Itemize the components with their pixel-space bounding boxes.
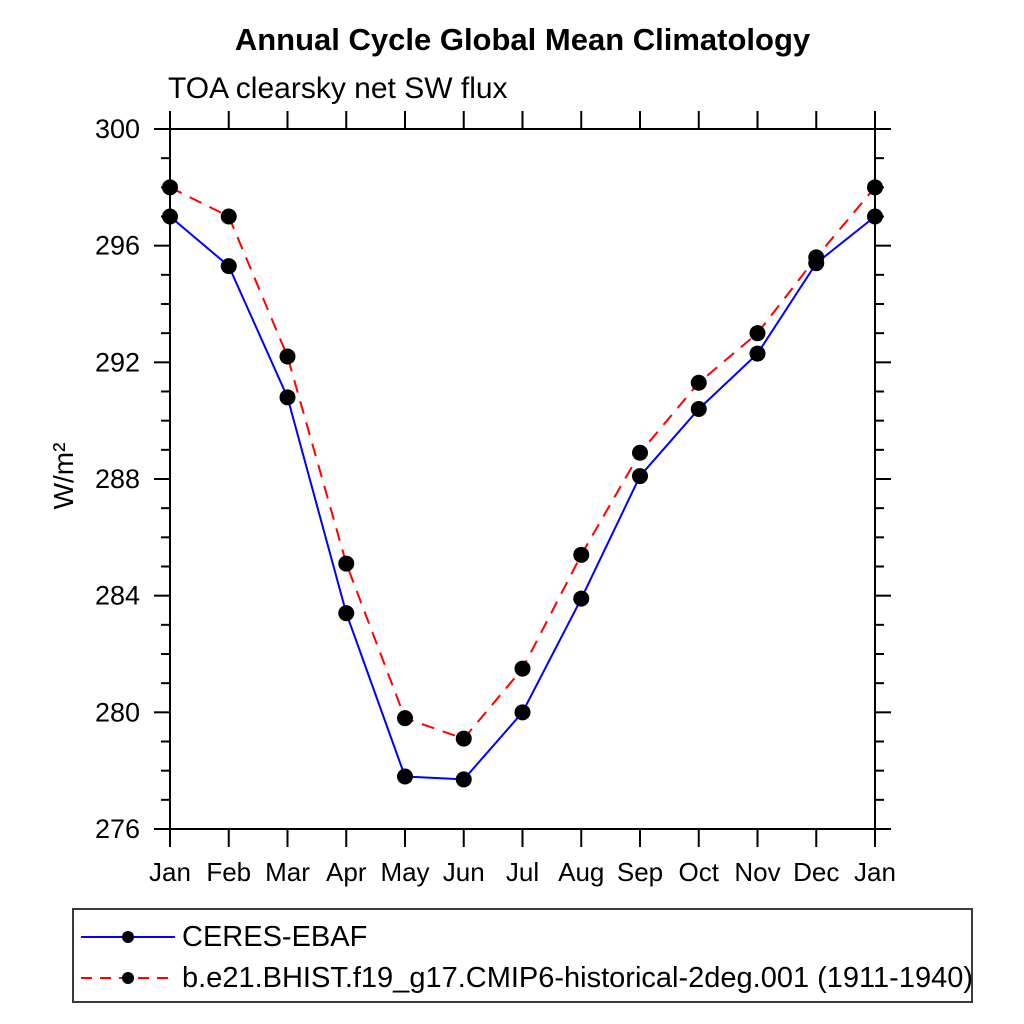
legend-box: CERES-EBAF b.e21.BHIST.f19_g17.CMIP6-his… <box>72 908 973 1003</box>
legend-item-obs: CERES-EBAF <box>78 918 367 956</box>
data-point-marker <box>867 208 883 225</box>
x-tick-label: Jun <box>443 857 485 887</box>
data-point-marker <box>338 555 355 572</box>
series-model-line <box>169 186 876 740</box>
x-tick-label: Feb <box>206 857 251 887</box>
data-point-marker <box>220 208 237 225</box>
x-tick-label: Oct <box>679 857 720 887</box>
y-tick-label: 296 <box>95 231 140 261</box>
y-tick-label: 280 <box>95 697 140 727</box>
data-point-marker <box>397 710 413 727</box>
plot-area: Jan Feb Mar Apr May Jun Jul Aug Sep Oct Nov Dec Jan 2… <box>95 111 896 887</box>
legend-item-model: b.e21.BHIST.f19_g17.CMIP6-historical-2de… <box>78 959 973 997</box>
x-tick-label: Apr <box>326 857 367 887</box>
data-point-marker <box>455 730 472 747</box>
x-tick-label: Aug <box>558 857 604 887</box>
y-tick-label: 288 <box>95 464 140 494</box>
data-point-marker <box>867 179 883 196</box>
data-point-marker <box>573 546 590 563</box>
x-tick-label: Sep <box>617 857 663 887</box>
data-point-marker <box>162 179 178 196</box>
y-tick-label: 284 <box>95 581 140 611</box>
legend-sample-dashed-line-icon <box>81 972 175 984</box>
series-model-markers <box>162 179 883 747</box>
y-tick-label: 276 <box>95 814 140 844</box>
data-point-marker <box>514 660 531 677</box>
data-point-marker <box>632 444 648 461</box>
data-point-marker <box>632 468 648 485</box>
data-point-marker <box>808 249 825 266</box>
data-point-marker <box>397 768 413 785</box>
series-obs-line <box>169 215 876 781</box>
legend-label-model: b.e21.BHIST.f19_g17.CMIP6-historical-2de… <box>182 961 973 994</box>
data-point-marker <box>749 325 766 342</box>
data-point-marker <box>690 401 707 417</box>
x-tick-label: Nov <box>734 857 780 887</box>
data-point-marker <box>279 389 296 406</box>
x-axis-labels: Jan Feb Mar Apr May Jun Jul Aug Sep Oct Nov Dec Jan <box>149 857 896 887</box>
data-point-marker <box>455 771 472 788</box>
x-tick-label: Jul <box>506 857 539 887</box>
y-axis-ticks <box>154 128 891 830</box>
x-tick-label: Dec <box>793 857 839 887</box>
data-point-marker <box>749 345 766 362</box>
chart-title: Annual Cycle Global Mean Climatology <box>234 22 811 57</box>
x-tick-label: Jan <box>149 857 191 887</box>
x-tick-label: Mar <box>265 857 310 887</box>
y-axis-labels: 276 280 284 288 292 296 300 <box>95 114 140 844</box>
data-point-marker <box>338 605 355 622</box>
chart-subtitle: TOA clearsky net SW flux <box>168 72 508 105</box>
legend-sample-solid-line-icon <box>81 931 175 943</box>
plot-frame <box>169 128 876 830</box>
data-point-marker <box>162 208 178 225</box>
y-tick-label: 292 <box>95 347 140 377</box>
data-point-marker <box>514 704 531 721</box>
x-tick-label: May <box>380 857 429 887</box>
data-point-marker <box>690 374 707 391</box>
x-axis-ticks <box>169 111 876 847</box>
data-point-marker <box>279 348 296 365</box>
x-tick-label: Jan <box>854 857 896 887</box>
data-point-marker <box>573 590 590 607</box>
series-obs-markers <box>162 208 883 788</box>
y-tick-label: 300 <box>95 114 140 144</box>
legend-label-obs: CERES-EBAF <box>182 920 368 953</box>
data-point-marker <box>220 258 237 275</box>
